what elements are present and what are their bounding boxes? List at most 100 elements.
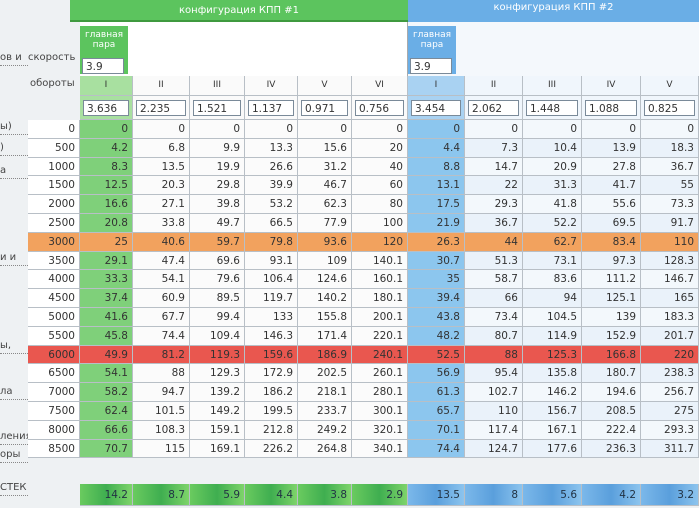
gear-header: I <box>408 76 465 96</box>
speed-cell: 19.9 <box>190 157 245 177</box>
speed-cell: 100 <box>352 214 408 233</box>
speed-cell: 46.7 <box>298 176 352 196</box>
rpm-cell: 6500 <box>28 364 80 384</box>
ratio-input: 0.825 <box>644 100 695 116</box>
ratio-input: 2.235 <box>136 100 186 116</box>
gear-header: II <box>133 76 190 96</box>
main-pair-input: 3.9 <box>410 58 452 74</box>
speed-cell: 89.5 <box>190 289 245 308</box>
speed-cell: 58.7 <box>465 270 523 290</box>
speed-cell: 45.8 <box>80 326 133 346</box>
speed-cell: 49.9 <box>80 345 133 365</box>
gear-header: IV <box>245 76 298 96</box>
speed-cell: 218.1 <box>298 383 352 402</box>
speed-cell: 104.5 <box>523 308 582 327</box>
speed-cell: 119.7 <box>245 289 298 308</box>
speed-cell: 293.3 <box>641 420 699 440</box>
gear-header: IV <box>582 76 641 96</box>
speed-cell: 160.1 <box>352 270 408 290</box>
speed-cell: 124.7 <box>465 439 523 459</box>
speed-cell: 56.9 <box>408 364 465 384</box>
speed-cell: 311.7 <box>641 439 699 459</box>
speed-cell: 93.6 <box>298 232 352 252</box>
left-label: ы) <box>0 119 28 135</box>
speed-cell: 69.5 <box>582 214 641 233</box>
speed-cell: 8.3 <box>80 157 133 177</box>
speed-cell: 31.3 <box>523 176 582 196</box>
kpp1-head-area <box>80 22 408 76</box>
speed-cell: 226.2 <box>245 439 298 459</box>
rpm-cell: 8000 <box>28 420 80 440</box>
speed-cell: 25 <box>80 232 133 252</box>
speed-cell: 65.7 <box>408 402 465 421</box>
ratio-input: 3.636 <box>83 100 129 116</box>
speed-cell: 220 <box>641 345 699 365</box>
speed-cell: 20.3 <box>133 176 190 196</box>
speed-cell: 125.1 <box>582 289 641 308</box>
speed-cell: 12.5 <box>80 176 133 196</box>
speed-cell: 260.1 <box>352 364 408 384</box>
speed-cell: 236.3 <box>582 439 641 459</box>
speed-cell: 13.9 <box>582 138 641 158</box>
speed-cell: 22 <box>465 176 523 196</box>
speed-cell: 60 <box>352 176 408 196</box>
gear-header: VI <box>352 76 408 96</box>
speed-cell: 233.7 <box>298 402 352 421</box>
speed-cell: 43.8 <box>408 308 465 327</box>
speed-cell: 139 <box>582 308 641 327</box>
speed-cell: 14.7 <box>465 157 523 177</box>
speed-cell: 0 <box>245 120 298 139</box>
speed-cell: 106.4 <box>245 270 298 290</box>
speed-cell: 53.2 <box>245 195 298 214</box>
speed-cell: 140.1 <box>352 251 408 271</box>
speed-cell: 0 <box>408 120 465 139</box>
speed-cell: 95.4 <box>465 364 523 384</box>
speed-cell: 40 <box>352 157 408 177</box>
rpm-cell: 3500 <box>28 251 80 271</box>
speed-cell: 0 <box>190 120 245 139</box>
footer-cell: 8.7 <box>133 484 190 506</box>
speed-cell: 61.3 <box>408 383 465 402</box>
speed-cell: 212.8 <box>245 420 298 440</box>
speed-cell: 59.7 <box>190 232 245 252</box>
speed-cell: 99.4 <box>190 308 245 327</box>
kpp2-header: конфигурация КПП #2 <box>408 0 699 22</box>
kpp2-head-area <box>408 22 699 76</box>
speed-cell: 88 <box>465 345 523 365</box>
speed-cell: 39.9 <box>245 176 298 196</box>
speed-cell: 4.2 <box>80 138 133 158</box>
speed-cell: 93.1 <box>245 251 298 271</box>
speed-cell: 200.1 <box>352 308 408 327</box>
speed-cell: 83.4 <box>582 232 641 252</box>
speed-cell: 172.9 <box>245 364 298 384</box>
speed-cell: 199.5 <box>245 402 298 421</box>
speed-cell: 101.5 <box>133 402 190 421</box>
speed-cell: 149.2 <box>190 402 245 421</box>
speed-cell: 110 <box>641 232 699 252</box>
speed-cell: 167.1 <box>523 420 582 440</box>
speed-cell: 97.3 <box>582 251 641 271</box>
footer-cell: 5.6 <box>523 484 582 506</box>
speed-cell: 69.6 <box>190 251 245 271</box>
speed-cell: 94.7 <box>133 383 190 402</box>
speed-cell: 58.2 <box>80 383 133 402</box>
speed-cell: 13.3 <box>245 138 298 158</box>
rpm-cell: 4000 <box>28 270 80 290</box>
speed-cell: 117.4 <box>465 420 523 440</box>
footer-cell: 3.8 <box>298 484 352 506</box>
speed-cell: 128.3 <box>641 251 699 271</box>
speed-cell: 6.8 <box>133 138 190 158</box>
gear-header: V <box>298 76 352 96</box>
speed-cell: 135.8 <box>523 364 582 384</box>
speed-cell: 0 <box>80 120 133 139</box>
speed-cell: 52.2 <box>523 214 582 233</box>
speed-cell: 66.6 <box>80 420 133 440</box>
speed-cell: 10.4 <box>523 138 582 158</box>
speed-cell: 109 <box>298 251 352 271</box>
speed-cell: 36.7 <box>641 157 699 177</box>
speed-cell: 220.1 <box>352 326 408 346</box>
speed-cell: 29.3 <box>465 195 523 214</box>
speed-cell: 70.1 <box>408 420 465 440</box>
speed-cell: 300.1 <box>352 402 408 421</box>
